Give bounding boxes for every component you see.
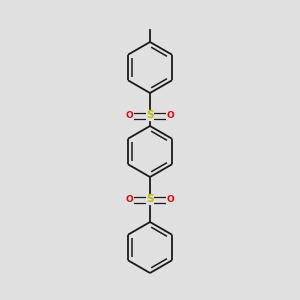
Text: O: O bbox=[126, 195, 134, 204]
Text: O: O bbox=[167, 111, 174, 120]
Text: S: S bbox=[146, 110, 154, 121]
Text: S: S bbox=[146, 194, 154, 205]
Text: O: O bbox=[167, 195, 174, 204]
Text: O: O bbox=[126, 111, 134, 120]
